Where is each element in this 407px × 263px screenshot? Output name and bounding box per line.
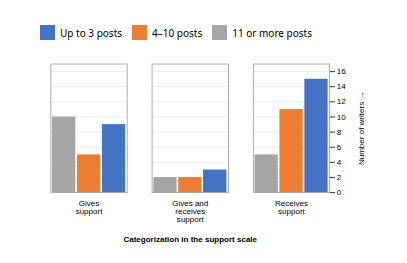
svg-text:12: 12 bbox=[337, 97, 346, 106]
html-text:Up to 3 posts: Up to 3 posts bbox=[60, 25, 122, 40]
html-text:11 or more posts: 11 or more posts bbox=[232, 25, 312, 40]
svg-text:10: 10 bbox=[337, 113, 346, 122]
svg-text:Gives andreceivessupport: Gives andreceivessupport bbox=[172, 199, 208, 224]
svg-text:4: 4 bbox=[337, 158, 342, 167]
svg-text:Givessupport: Givessupport bbox=[76, 199, 104, 216]
svg-text:16: 16 bbox=[337, 67, 346, 76]
svg-text:Receivessupport: Receivessupport bbox=[275, 199, 308, 216]
svg-text:Categorization in the support: Categorization in the support scale bbox=[123, 235, 257, 244]
html-text:4–10 posts: 4–10 posts bbox=[152, 25, 203, 40]
svg-text:2: 2 bbox=[337, 173, 342, 182]
svg-text:14: 14 bbox=[337, 82, 346, 91]
svg-text:6: 6 bbox=[337, 143, 342, 152]
svg-text:8: 8 bbox=[337, 128, 342, 137]
svg-text:0: 0 bbox=[337, 188, 342, 197]
svg-text:Number of writers →: Number of writers → bbox=[357, 92, 366, 166]
